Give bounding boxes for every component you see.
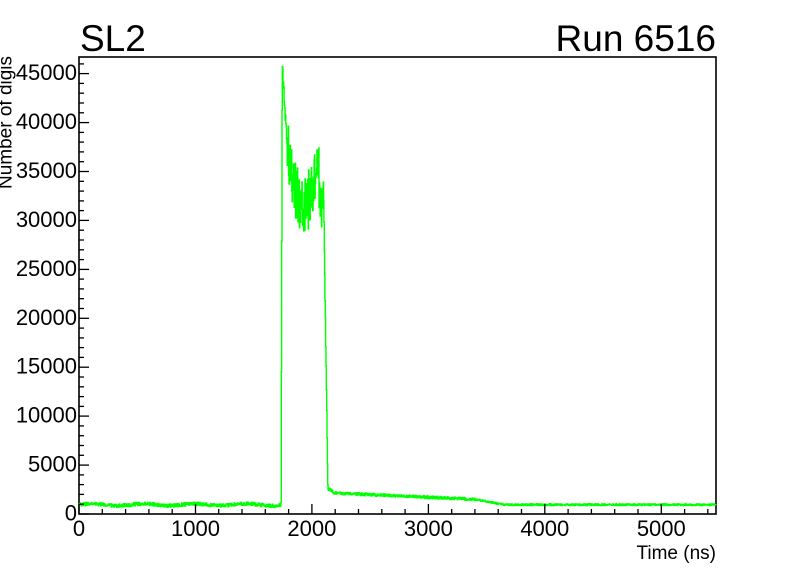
svg-text:Time (ns): Time (ns) — [636, 543, 716, 564]
svg-text:15000: 15000 — [16, 354, 77, 379]
svg-text:35000: 35000 — [16, 158, 77, 183]
svg-text:40000: 40000 — [16, 109, 77, 134]
svg-text:5000: 5000 — [637, 516, 686, 541]
svg-text:1000: 1000 — [171, 516, 220, 541]
svg-text:0: 0 — [65, 501, 77, 526]
svg-text:25000: 25000 — [16, 256, 77, 281]
svg-text:5000: 5000 — [28, 452, 77, 477]
svg-text:10000: 10000 — [16, 403, 77, 428]
svg-text:3000: 3000 — [404, 516, 453, 541]
svg-text:30000: 30000 — [16, 207, 77, 232]
svg-text:4000: 4000 — [520, 516, 569, 541]
svg-text:Run 6516: Run 6516 — [556, 18, 716, 59]
svg-text:45000: 45000 — [16, 60, 77, 85]
svg-text:2000: 2000 — [287, 516, 336, 541]
svg-text:20000: 20000 — [16, 305, 77, 330]
svg-text:Number of digis: Number of digis — [0, 56, 17, 189]
svg-text:SL2: SL2 — [80, 18, 146, 59]
